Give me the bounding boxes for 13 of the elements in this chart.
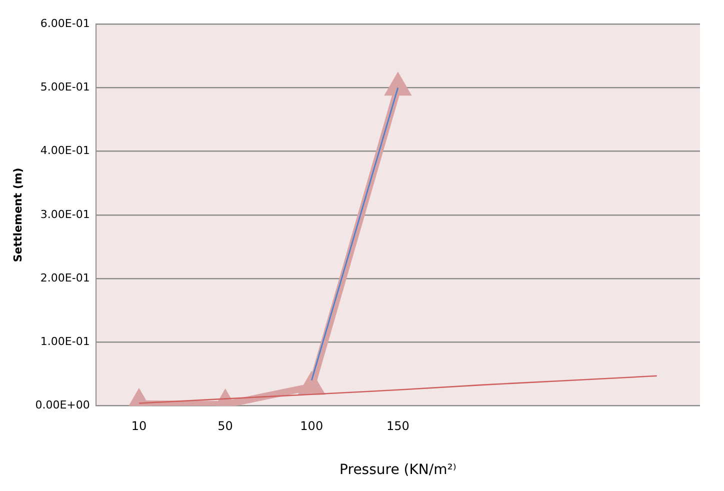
x-tick-label: 100	[300, 419, 324, 434]
y-tick-label: 2.00E-01	[40, 271, 90, 284]
y-tick-label: 0.00E+00	[35, 398, 90, 412]
y-tick-label: 4.00E-01	[40, 144, 90, 158]
y-tick-label: 5.00E-01	[40, 80, 90, 94]
y-tick-label: 3.00E-01	[40, 208, 90, 221]
x-axis-title: Pressure (KN/m²⁾	[340, 462, 456, 478]
x-tick-label: 50	[218, 419, 233, 434]
x-tick-label: 150	[386, 419, 410, 434]
y-tick-label: 1.00E-01	[40, 335, 90, 348]
y-tick-label: 6.00E-01	[40, 16, 90, 30]
y-axis-title: Settlement (m)	[11, 168, 24, 262]
x-tick-label: 10	[131, 419, 147, 434]
